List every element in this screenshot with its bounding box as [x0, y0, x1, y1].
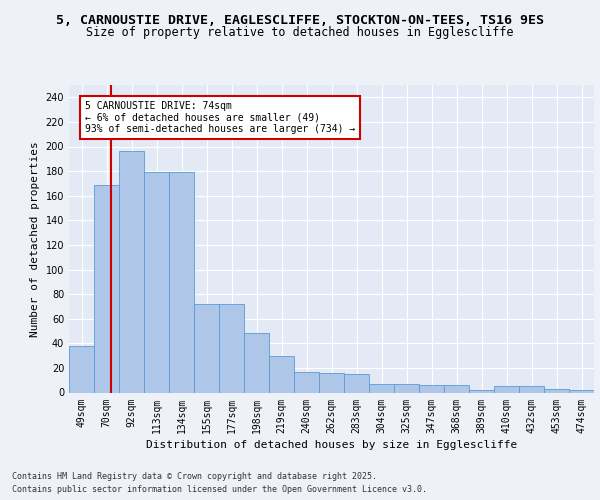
Bar — [544, 389, 569, 392]
Bar — [269, 356, 294, 393]
Bar — [444, 385, 469, 392]
Bar — [194, 304, 219, 392]
Bar — [244, 334, 269, 392]
Bar — [69, 346, 94, 393]
Bar — [219, 304, 244, 392]
X-axis label: Distribution of detached houses by size in Egglescliffe: Distribution of detached houses by size … — [146, 440, 517, 450]
Bar — [494, 386, 519, 392]
Bar — [519, 386, 544, 392]
Bar — [369, 384, 394, 392]
Bar — [469, 390, 494, 392]
Text: Contains HM Land Registry data © Crown copyright and database right 2025.: Contains HM Land Registry data © Crown c… — [12, 472, 377, 481]
Bar — [169, 172, 194, 392]
Bar — [144, 172, 169, 392]
Y-axis label: Number of detached properties: Number of detached properties — [30, 141, 40, 336]
Bar — [294, 372, 319, 392]
Bar — [344, 374, 369, 392]
Text: 5, CARNOUSTIE DRIVE, EAGLESCLIFFE, STOCKTON-ON-TEES, TS16 9ES: 5, CARNOUSTIE DRIVE, EAGLESCLIFFE, STOCK… — [56, 14, 544, 27]
Text: Contains public sector information licensed under the Open Government Licence v3: Contains public sector information licen… — [12, 484, 427, 494]
Bar — [319, 373, 344, 392]
Text: Size of property relative to detached houses in Egglescliffe: Size of property relative to detached ho… — [86, 26, 514, 39]
Bar — [569, 390, 594, 392]
Bar — [394, 384, 419, 392]
Bar — [119, 152, 144, 392]
Text: 5 CARNOUSTIE DRIVE: 74sqm
← 6% of detached houses are smaller (49)
93% of semi-d: 5 CARNOUSTIE DRIVE: 74sqm ← 6% of detach… — [85, 101, 355, 134]
Bar — [419, 385, 444, 392]
Bar — [94, 184, 119, 392]
